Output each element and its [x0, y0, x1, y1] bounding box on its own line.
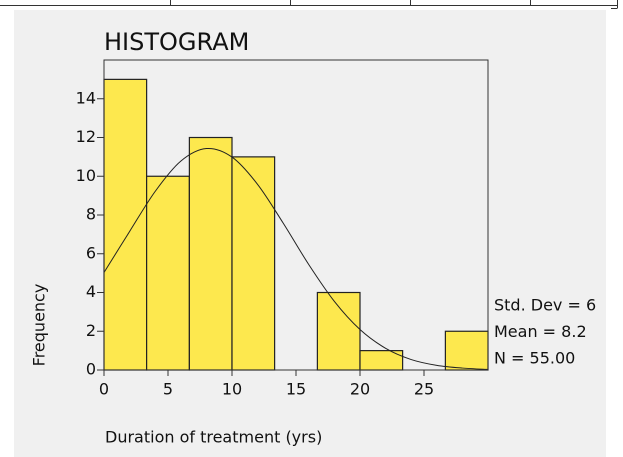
y-tick-label: 4: [86, 282, 96, 301]
x-tick-label: 20: [350, 380, 370, 399]
y-tick-label: 14: [76, 88, 96, 107]
stat-label: Mean = 8.2: [494, 322, 587, 341]
bar: [103, 78, 148, 371]
chart-title: HISTOGRAM: [104, 28, 249, 56]
y-tick-label: 0: [86, 360, 96, 379]
y-tick-label: 6: [86, 243, 96, 262]
bar: [146, 175, 190, 371]
stat-label: Std. Dev = 6: [494, 296, 596, 315]
x-tick-label: 10: [222, 380, 242, 399]
normal-curve: [103, 147, 489, 370]
bar: [231, 156, 276, 371]
x-tick-label: 0: [99, 380, 109, 399]
x-axis-label: Duration of treatment (yrs): [105, 428, 322, 447]
bar: [444, 330, 489, 371]
x-tick-label: 25: [414, 380, 434, 399]
plot: HISTOGRAM Duration of treatment (yrs) Fr…: [30, 28, 597, 447]
bar: [188, 136, 233, 371]
stat-label: N = 55.00: [494, 349, 575, 368]
table-border: [0, 0, 618, 9]
y-tick-label: 12: [76, 127, 96, 146]
x-tick-label: 15: [286, 380, 306, 399]
y-tick-label: 2: [86, 321, 96, 340]
x-tick-label: 5: [163, 380, 173, 399]
y-tick-label: 8: [86, 205, 96, 224]
panel-clip: HISTOGRAM Duration of treatment (yrs) Fr…: [30, 28, 597, 447]
bar: [316, 291, 361, 371]
y-axis-label: Frequency: [30, 284, 49, 367]
y-tick-label: 10: [76, 166, 96, 185]
